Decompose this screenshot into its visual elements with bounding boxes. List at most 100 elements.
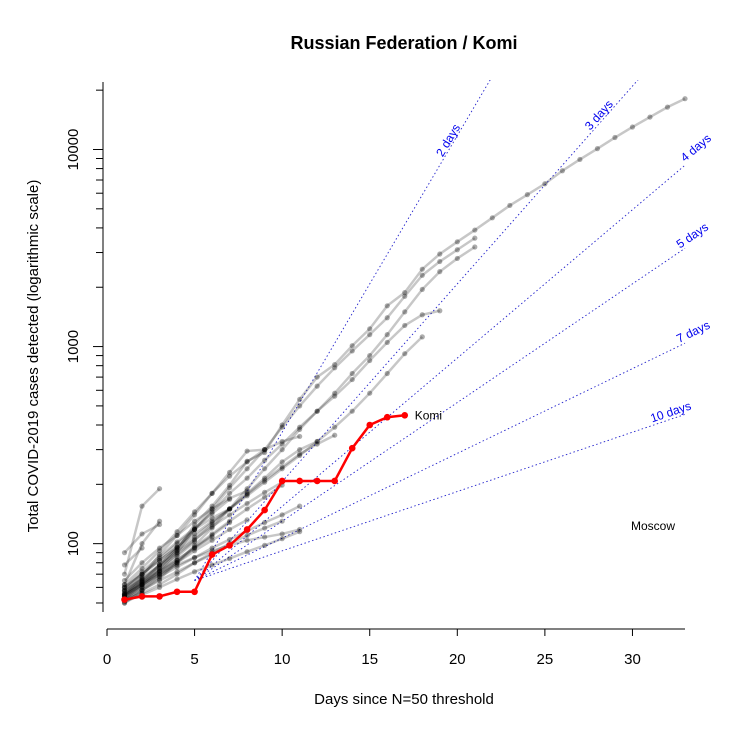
series-point: [191, 526, 198, 533]
series-point: [191, 526, 198, 533]
series-point: [279, 518, 285, 524]
series-point: [121, 589, 128, 595]
series-point: [647, 114, 653, 120]
komi-point: [226, 542, 233, 549]
komi-point: [348, 444, 356, 452]
series-point: [244, 458, 250, 464]
x-axis-label: Days since N=50 threshold: [314, 691, 494, 708]
series-point: [227, 506, 233, 512]
series-point: [314, 441, 320, 447]
series-point: [174, 529, 180, 535]
series-point: [209, 506, 215, 512]
series-point: [121, 577, 128, 584]
series-point: [174, 560, 180, 566]
series-line: [123, 97, 686, 596]
series-point: [314, 408, 320, 414]
series-point: [244, 475, 250, 481]
series-point: [332, 362, 338, 368]
series-point: [156, 571, 163, 577]
series-point: [174, 551, 180, 558]
series-point: [209, 509, 215, 515]
series-point: [174, 532, 180, 539]
series-line: [123, 536, 213, 595]
series-point: [156, 567, 163, 574]
series-point: [174, 539, 180, 545]
series-point: [156, 562, 163, 568]
series-point: [139, 579, 145, 585]
x-tick-label: 5: [190, 651, 198, 668]
series-point: [174, 548, 180, 554]
series-point: [279, 512, 285, 518]
series-point: [174, 547, 180, 553]
series-point: [332, 432, 338, 438]
series-point: [191, 521, 198, 528]
series-point: [191, 536, 198, 543]
series-point: [402, 289, 408, 296]
series-point: [139, 587, 145, 593]
x-tick-label: 25: [537, 651, 554, 668]
series-point: [139, 574, 145, 580]
series-point: [191, 537, 198, 543]
series-point: [156, 558, 163, 564]
series-point: [121, 584, 128, 590]
doubling-line: [194, 413, 686, 581]
series-point: [262, 489, 268, 495]
doubling-line-label: 4 days: [678, 131, 714, 165]
x-tick-label: 30: [624, 651, 641, 668]
series-point: [174, 564, 180, 570]
series-point: [297, 503, 303, 509]
series-point: [244, 537, 250, 543]
series-point: [174, 553, 180, 560]
series-point: [297, 424, 303, 430]
y-tick-label: 100: [65, 531, 82, 556]
series-point: [454, 255, 460, 262]
series-point: [262, 449, 268, 456]
series-point: [139, 575, 145, 581]
highlight-series: [121, 411, 409, 603]
series-point: [279, 438, 285, 445]
series-point: [332, 393, 338, 399]
series-point: [174, 550, 180, 556]
series-point: [419, 334, 425, 340]
series-point: [227, 518, 233, 524]
series-point: [156, 518, 163, 524]
series-point: [227, 473, 233, 479]
series-point: [139, 581, 145, 588]
series-point: [121, 592, 128, 598]
series-point: [384, 370, 390, 377]
series-line: [123, 435, 301, 586]
series-point: [191, 560, 198, 566]
series-point: [244, 517, 250, 523]
series-line: [123, 553, 213, 601]
doubling-line-label: 2 days: [433, 121, 463, 159]
series-point: [209, 515, 215, 521]
series-point: [139, 541, 145, 547]
series-point: [262, 447, 268, 453]
series-point: [191, 548, 198, 554]
other-regions-series: [121, 96, 688, 606]
series-point: [191, 539, 198, 545]
series-point: [156, 574, 163, 580]
series-point: [209, 511, 215, 517]
series-point: [174, 532, 180, 539]
series-point: [191, 560, 198, 566]
series-point: [156, 584, 163, 590]
series-line: [124, 530, 301, 603]
series-point: [349, 370, 355, 377]
chart-title: Russian Federation / Komi: [290, 33, 517, 53]
series-point: [139, 565, 145, 571]
series-point: [139, 531, 145, 537]
series-point: [244, 486, 250, 492]
series-labels: Komi Moscow: [415, 408, 676, 533]
series-point: [139, 577, 145, 584]
series-point: [156, 576, 163, 582]
series-line: [123, 498, 231, 589]
series-point: [262, 447, 268, 453]
series-line: [123, 520, 161, 586]
y-tick-label: 1000: [65, 330, 82, 363]
series-point: [262, 494, 268, 500]
series-point: [156, 545, 163, 551]
series-point: [121, 587, 128, 593]
series-point: [209, 525, 215, 531]
series-point: [419, 286, 425, 293]
